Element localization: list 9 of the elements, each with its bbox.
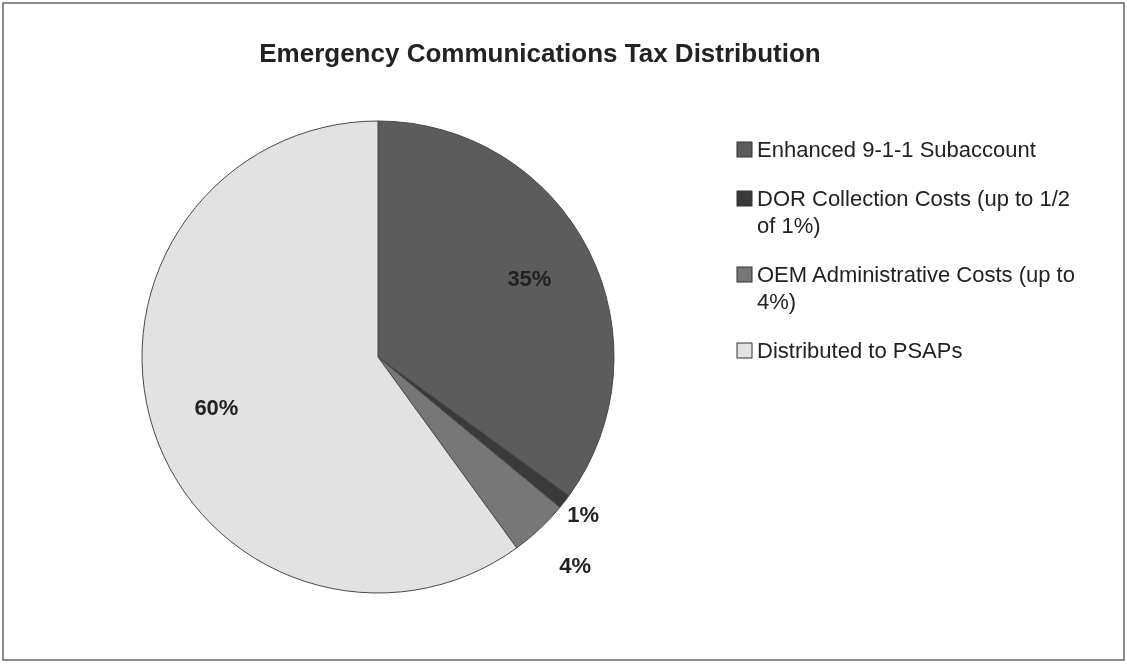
legend-label: Distributed to PSAPs (757, 338, 963, 363)
legend-label: DOR Collection Costs (up to 1/2 of 1%) (757, 186, 1071, 238)
chart-title: Emergency Communications Tax Distribution (259, 38, 821, 68)
legend-label: OEM Administrative Costs (up to 4%) (757, 262, 1075, 314)
data-label: 60% (194, 395, 239, 421)
data-label: 35% (507, 265, 552, 291)
legend-label: Enhanced 9-1-1 Subaccount (757, 137, 1036, 162)
data-label: 1% (567, 501, 600, 527)
data-label: 4% (559, 552, 591, 578)
